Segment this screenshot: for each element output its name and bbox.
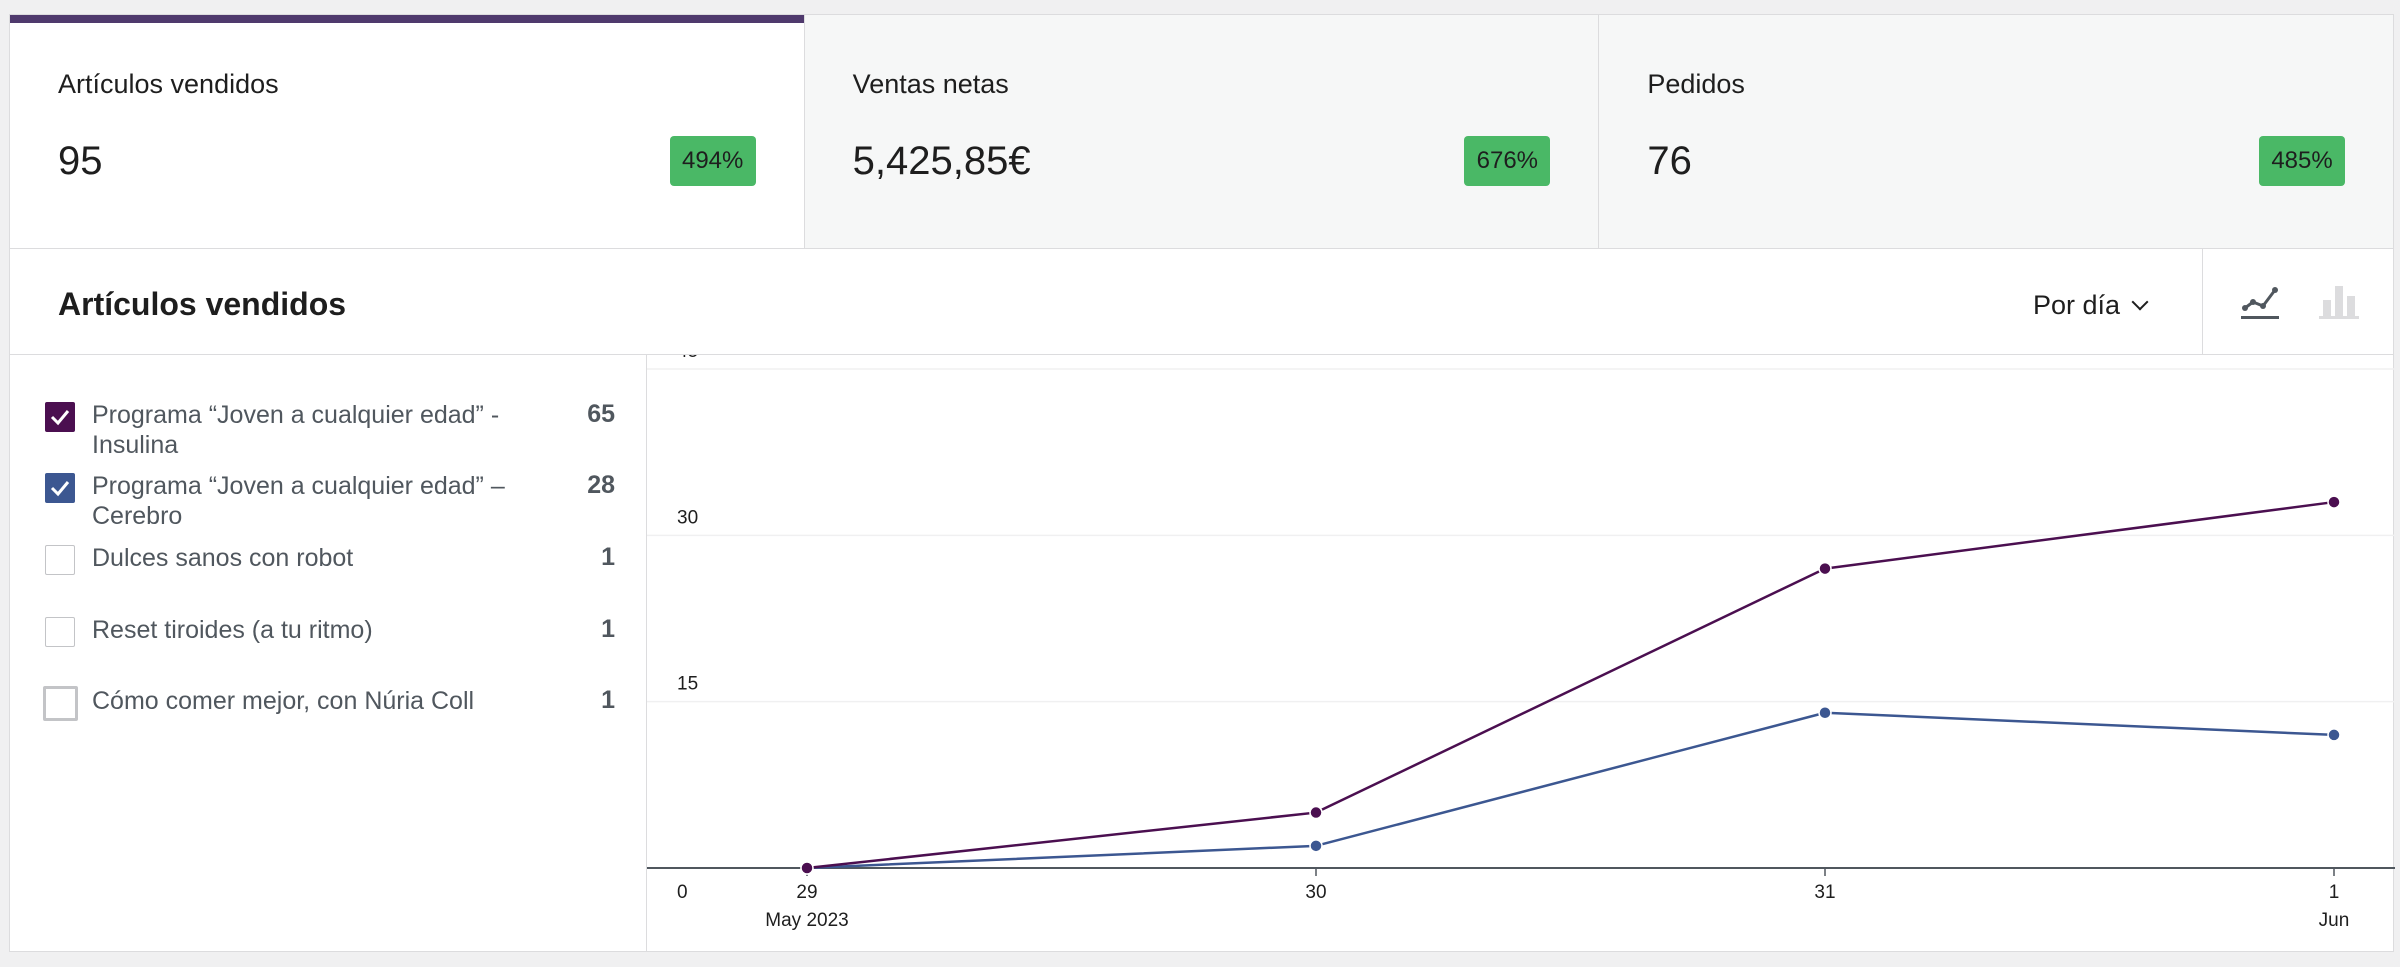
summary-card-net-sales[interactable]: Ventas netas 5,425,85€ 676%: [804, 15, 1600, 248]
legend-checkbox[interactable]: [45, 617, 75, 647]
legend-item[interactable]: Programa “Joven a cualquier edad” - Insu…: [45, 400, 615, 460]
legend-item[interactable]: Reset tiroides (a tu ritmo) 1: [45, 615, 615, 647]
line-chart: 0 15 30 45 29 May 2023 30 31 1 Jun: [647, 341, 2395, 952]
legend-item-name: Dulces sanos con robot: [92, 544, 354, 572]
summary-card-label: Ventas netas: [852, 69, 1009, 99]
chevron-down-icon: [2131, 293, 2149, 310]
legend-item-name: Programa “Joven a cualquier edad” - Insu…: [92, 401, 500, 459]
legend-item-count: 1: [601, 615, 615, 643]
legend-item-count: 1: [601, 543, 615, 571]
summary-card-items-sold[interactable]: Artículos vendidos 95 494%: [10, 15, 805, 248]
legend-checkbox[interactable]: [45, 473, 75, 503]
summary-cards: Artículos vendidos 95 494% Ventas netas …: [10, 15, 2394, 249]
x-tick-label: 1: [2329, 882, 2340, 903]
interval-select[interactable]: Por día: [2033, 290, 2149, 321]
summary-card-value: 76: [1647, 139, 1692, 183]
chart-header: Artículos vendidos Por día: [10, 248, 2393, 355]
data-point: [1818, 706, 1832, 720]
legend-item-name: Reset tiroides (a tu ritmo): [92, 616, 373, 644]
data-point: [2327, 728, 2341, 742]
legend-item-count: 28: [587, 471, 615, 499]
y-tick-label: 30: [677, 507, 698, 528]
summary-card-label: Artículos vendidos: [58, 69, 279, 99]
line-chart-button[interactable]: [2239, 278, 2283, 322]
bar-chart-icon: [2319, 286, 2359, 319]
x-tick-label: 31: [1814, 882, 1835, 903]
legend-item-count: 65: [587, 400, 615, 428]
legend-item[interactable]: Programa “Joven a cualquier edad” – Cere…: [45, 471, 615, 531]
y-tick-label: 45: [677, 355, 698, 362]
data-point: [1818, 561, 1832, 576]
checkmark-icon: [50, 481, 70, 497]
summary-card-value: 5,425,85€: [852, 139, 1031, 183]
bar-chart-button[interactable]: [2317, 278, 2361, 322]
legend-item-count: 1: [601, 686, 615, 714]
legend-item-name: Cómo comer mejor, con Núria Coll: [92, 687, 475, 715]
x-tick-label: 29: [796, 882, 817, 903]
series-line: [806, 500, 2335, 870]
data-point: [800, 861, 814, 875]
y-tick-label: 0: [677, 882, 688, 903]
legend-checkbox[interactable]: [45, 402, 75, 432]
data-point: [1309, 805, 1323, 820]
line-chart-svg: 0 15 30 45 29 May 2023 30 31 1 Jun: [647, 341, 2395, 931]
y-tick-label: 15: [677, 674, 698, 695]
data-point: [1309, 839, 1323, 853]
legend-item[interactable]: Cómo comer mejor, con Núria Coll 1: [43, 686, 615, 721]
series-line: [806, 711, 2335, 870]
legend-checkbox[interactable]: [45, 545, 75, 575]
interval-select-label: Por día: [2033, 290, 2121, 320]
x-tick-sublabel: May 2023: [765, 910, 848, 931]
checkmark-icon: [50, 410, 70, 426]
summary-card-value: 95: [58, 139, 103, 183]
x-tick-label: 30: [1305, 882, 1326, 903]
summary-card-delta-badge: 494%: [669, 136, 756, 186]
legend-item-name: Programa “Joven a cualquier edad” – Cere…: [92, 472, 505, 530]
summary-card-orders[interactable]: Pedidos 76 485%: [1599, 15, 2394, 248]
chart-type-switch: [2202, 248, 2396, 354]
data-point: [2327, 495, 2341, 509]
line-chart-icon: [2241, 287, 2279, 319]
summary-card-delta-badge: 676%: [1464, 136, 1551, 186]
legend-item[interactable]: Dulces sanos con robot 1: [45, 543, 615, 575]
x-tick-sublabel: Jun: [2319, 910, 2350, 931]
legend-checkbox[interactable]: [43, 686, 78, 721]
summary-card-delta-badge: 485%: [2259, 136, 2346, 186]
report-panel: Artículos vendidos 95 494% Ventas netas …: [9, 14, 2395, 952]
summary-card-label: Pedidos: [1647, 69, 1745, 99]
chart-title: Artículos vendidos: [58, 286, 347, 322]
chart-legend: Programa “Joven a cualquier edad” - Insu…: [10, 355, 647, 952]
